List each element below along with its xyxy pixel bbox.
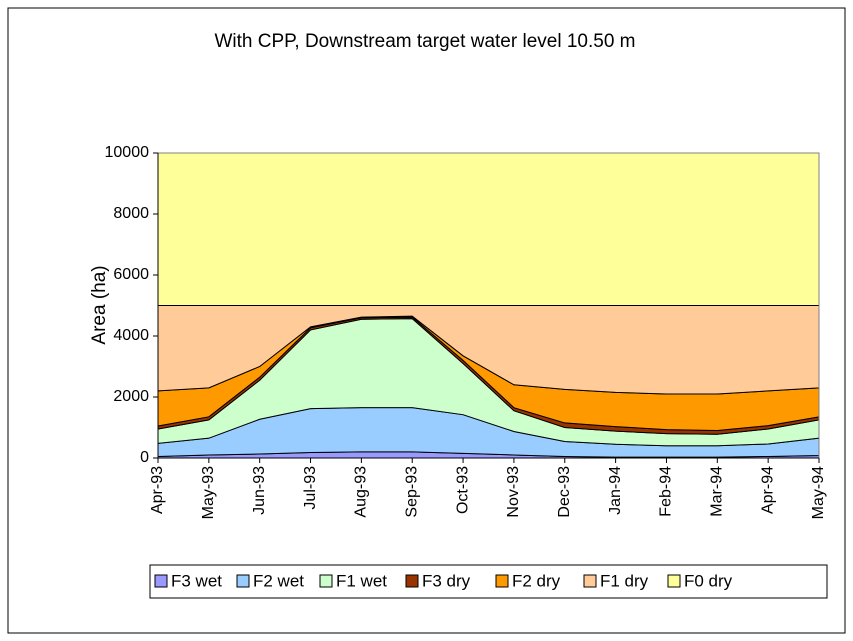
x-tick-label: Sep-93 <box>403 466 420 518</box>
legend-swatch <box>319 574 333 588</box>
x-tick-label: May-94 <box>810 466 827 519</box>
y-tick-label: 8000 <box>113 205 149 222</box>
chart-title: With CPP, Downstream target water level … <box>215 31 636 52</box>
x-tick-label: Feb-94 <box>658 466 675 517</box>
x-tick-label: Jul-93 <box>302 466 319 510</box>
y-tick-label: 2000 <box>113 388 149 405</box>
legend-label: F3 dry <box>422 571 471 590</box>
x-tick-label: May-93 <box>200 466 217 519</box>
legend-label: F1 wet <box>336 571 387 590</box>
x-tick-label: Dec-93 <box>556 466 573 518</box>
legend-label: F3 wet <box>171 571 222 590</box>
legend-label: F1 dry <box>600 571 649 590</box>
legend-swatch <box>583 574 597 588</box>
x-tick-label: Aug-93 <box>353 466 370 518</box>
y-tick-label: 0 <box>140 449 149 466</box>
legend-label: F2 dry <box>512 571 561 590</box>
legend-swatch <box>154 574 168 588</box>
y-tick-label: 10000 <box>105 144 150 161</box>
legend-swatch <box>405 574 419 588</box>
legend-swatch <box>667 574 681 588</box>
x-tick-label: Jun-93 <box>251 466 268 515</box>
legend-box <box>149 564 828 599</box>
legend-label: F0 dry <box>684 571 733 590</box>
x-tick-label: Nov-93 <box>505 466 522 518</box>
x-tick-label: Oct-93 <box>454 466 471 514</box>
x-tick-label: Apr-94 <box>759 466 776 514</box>
legend-label: F2 wet <box>253 571 304 590</box>
x-tick-label: Mar-94 <box>709 466 726 517</box>
y-tick-label: 4000 <box>113 327 149 344</box>
x-tick-label: Jan-94 <box>607 466 624 515</box>
legend-swatch <box>495 574 509 588</box>
y-tick-label: 6000 <box>113 266 149 283</box>
area <box>157 152 820 306</box>
legend-swatch <box>236 574 250 588</box>
x-tick-label: Apr-93 <box>149 466 166 514</box>
y-axis-label: Area (ha) <box>89 265 110 344</box>
